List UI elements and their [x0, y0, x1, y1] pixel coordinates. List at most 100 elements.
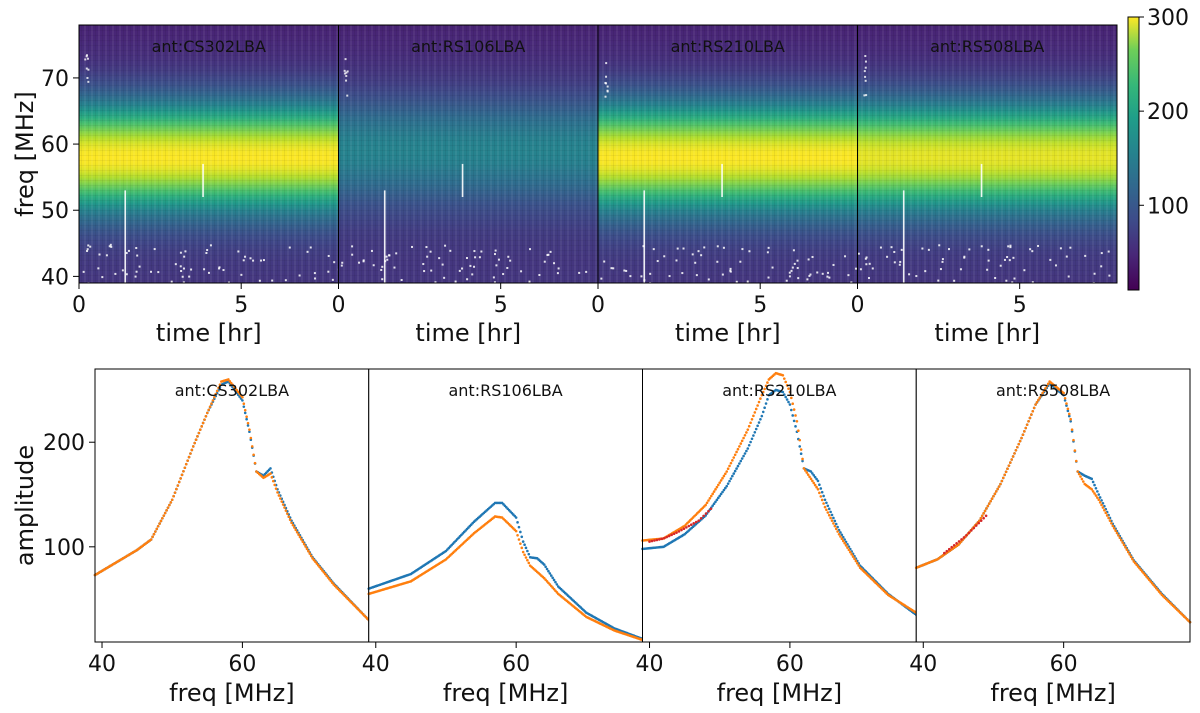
data-point	[804, 469, 807, 472]
flag-pixel	[341, 261, 344, 264]
data-point	[1042, 389, 1046, 393]
data-point	[665, 535, 669, 539]
data-point	[704, 503, 707, 507]
flag-pixel	[868, 262, 871, 265]
data-point	[241, 395, 244, 399]
flag-pixel	[114, 272, 117, 275]
flag-pixel	[959, 268, 962, 271]
data-point	[787, 400, 790, 404]
flag-pixel	[346, 94, 349, 97]
data-point	[210, 402, 213, 405]
flag-pixel	[675, 259, 678, 262]
data-point	[325, 574, 328, 578]
flag-pixel	[218, 266, 221, 269]
flag-pixel	[915, 275, 918, 278]
flag-pixel	[101, 276, 104, 279]
flag-strip	[980, 163, 983, 197]
data-point	[759, 418, 762, 421]
data-point	[816, 487, 820, 491]
flag-pixel	[546, 254, 549, 257]
data-point	[702, 514, 705, 518]
plot-area	[95, 369, 369, 642]
flag-pixel	[207, 271, 210, 274]
flag-pixel	[449, 249, 452, 252]
data-point	[514, 516, 518, 519]
data-point	[712, 490, 716, 493]
data-point	[724, 472, 727, 476]
data-point	[812, 473, 816, 477]
flag-pixel	[767, 276, 770, 279]
data-point	[1023, 430, 1026, 433]
data-point	[715, 485, 719, 489]
data-point	[190, 448, 194, 452]
flag-strip	[721, 163, 723, 197]
data-point	[692, 522, 696, 525]
flag-strip	[643, 190, 646, 283]
flag-pixel	[222, 269, 225, 272]
data-point	[742, 436, 745, 440]
flag-pixel	[785, 279, 788, 282]
colorbar-tick-label: 100	[1147, 194, 1189, 219]
flag-pixel	[716, 245, 719, 248]
data-point	[736, 464, 740, 468]
flag-pixel	[271, 279, 274, 282]
data-point	[749, 440, 752, 444]
flag-pixel	[864, 60, 867, 63]
flag-pixel	[538, 273, 541, 276]
flag-pixel	[480, 250, 483, 253]
data-point	[822, 494, 825, 498]
data-point	[1090, 477, 1094, 481]
flag-pixel	[344, 58, 347, 61]
data-point	[830, 513, 834, 517]
flag-pixel	[864, 257, 867, 260]
data-point	[760, 414, 764, 418]
data-point	[792, 419, 796, 423]
data-point	[719, 479, 723, 482]
flag-pixel	[127, 249, 130, 252]
data-point	[1009, 461, 1012, 464]
data-point	[1034, 403, 1037, 406]
data-point	[215, 389, 219, 393]
data-point	[1025, 423, 1029, 426]
data-point	[1037, 398, 1040, 402]
data-point	[304, 545, 307, 548]
data-point	[180, 473, 184, 477]
flag-pixel	[461, 267, 464, 270]
data-point	[218, 383, 222, 386]
data-point	[839, 535, 842, 538]
data-point	[809, 477, 813, 481]
data-point	[715, 498, 719, 502]
data-point	[697, 519, 700, 522]
data-point	[754, 407, 758, 411]
data-point	[794, 425, 797, 428]
flag-pixel	[844, 255, 847, 258]
data-point	[990, 497, 994, 501]
data-point	[757, 421, 761, 424]
flag-pixel	[767, 246, 770, 249]
x-axis-label: time [hr]	[415, 319, 521, 347]
data-point	[1027, 420, 1030, 423]
data-point	[524, 546, 528, 550]
flag-pixel	[859, 268, 862, 271]
data-point	[1114, 529, 1117, 532]
flag-pixel	[205, 252, 208, 255]
flag-pixel	[729, 267, 732, 270]
freq-texture	[79, 25, 339, 283]
data-point	[977, 521, 981, 525]
data-point	[682, 527, 686, 531]
data-point	[231, 383, 234, 387]
data-point	[302, 542, 306, 546]
data-point	[694, 520, 698, 524]
data-point	[726, 482, 730, 485]
flag-pixel	[707, 278, 710, 281]
data-point	[740, 457, 744, 460]
data-point	[728, 464, 731, 468]
data-point	[288, 518, 292, 522]
data-point	[802, 467, 806, 470]
flag-pixel	[426, 255, 429, 258]
colorbar-tick-label: 200	[1147, 100, 1189, 125]
data-point	[1070, 428, 1074, 431]
flag-pixel	[870, 282, 873, 285]
flag-pixel	[262, 259, 265, 262]
data-point	[791, 414, 795, 417]
